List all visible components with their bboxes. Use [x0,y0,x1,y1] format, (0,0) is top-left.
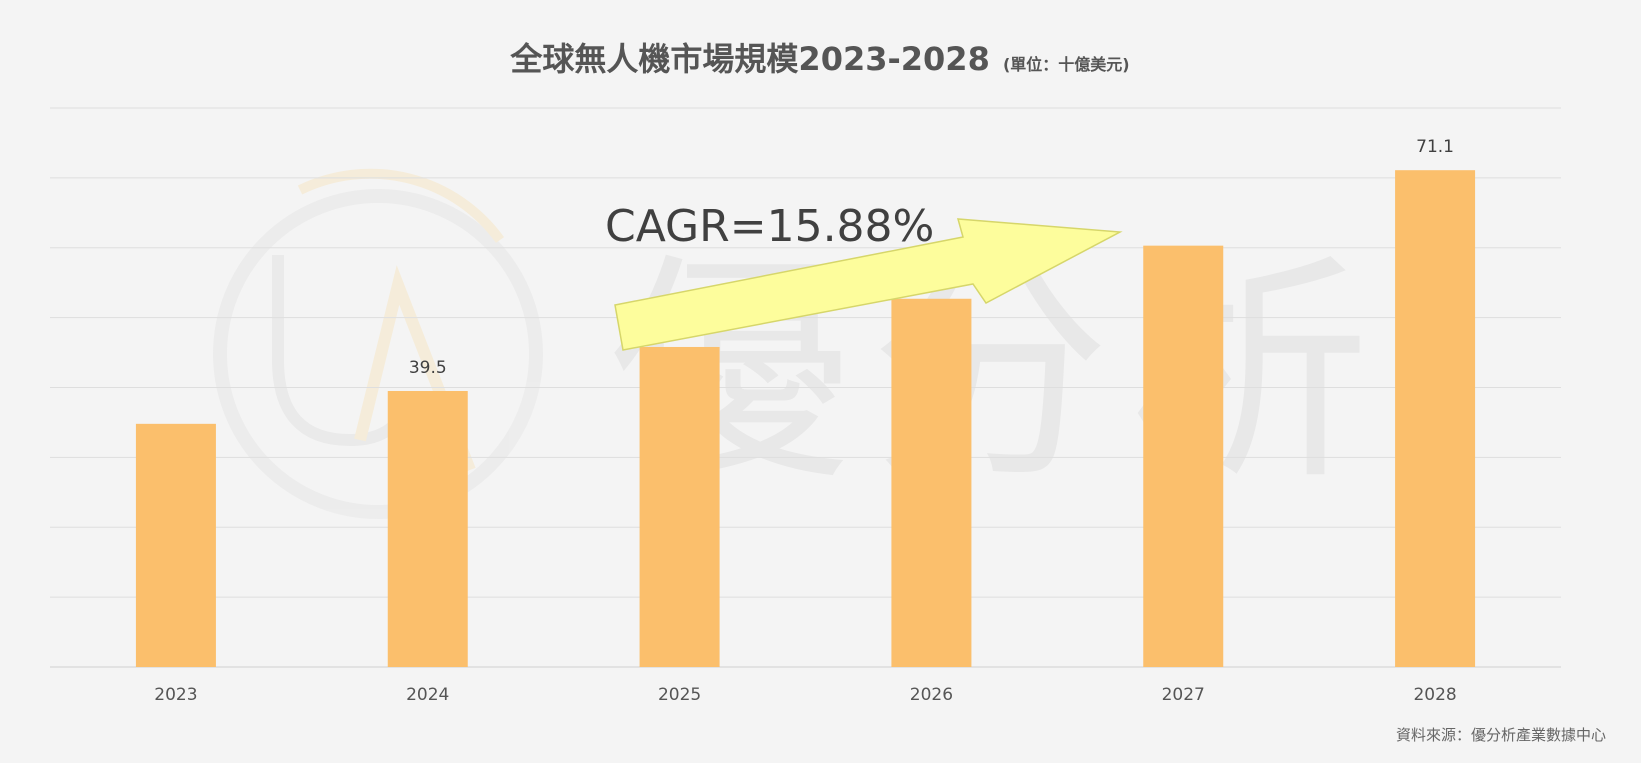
x-tick-2027: 2027 [1162,685,1205,705]
x-tick-2024: 2024 [406,685,449,705]
data-label-2028: 71.1 [1416,137,1454,157]
bar-2024 [387,390,468,667]
title-unit: (單位：十億美元) [1003,55,1130,74]
data-labels: 39.5 71.1 [409,137,1454,378]
title-main: 全球無人機市場規模2023-2028 [509,40,989,78]
bar-2028 [1395,170,1476,667]
cagr-arrow [614,218,1123,351]
x-tick-2028: 2028 [1413,685,1456,705]
bar-2023 [135,423,216,667]
chart-title: 全球無人機市場規模2023-2028 (單位：十億美元) [509,40,1129,78]
gridlines [50,107,1561,668]
x-tick-2023: 2023 [154,685,197,705]
watermark-logo [213,168,543,519]
x-tick-2026: 2026 [910,685,953,705]
bar-2025 [639,346,720,667]
source-note: 資料來源：優分析產業數據中心 [1396,726,1606,744]
cagr-annotation: CAGR=15.88% [605,201,934,252]
x-tick-2025: 2025 [658,685,701,705]
x-tick-labels: 2023 2024 2025 2026 2027 2028 [154,685,1456,705]
bar-2026 [891,298,972,667]
bars [135,170,1476,667]
data-label-2024: 39.5 [409,358,447,378]
bar-2027 [1143,245,1224,667]
